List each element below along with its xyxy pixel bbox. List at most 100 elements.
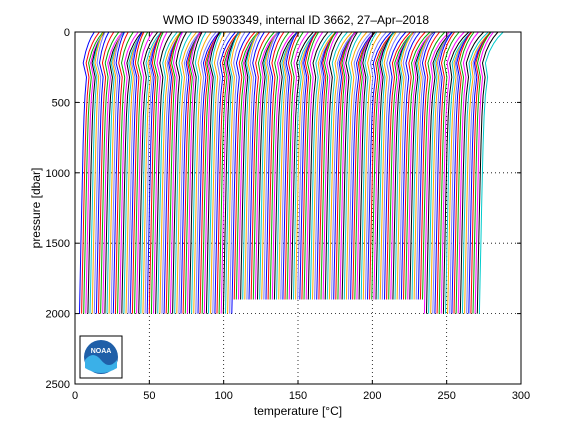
profile-line [438,31,460,314]
x-tick-label: 200 [363,390,381,402]
profile-line [371,31,396,300]
profile-line [398,31,417,300]
profile-line [83,31,104,314]
profile-line [451,31,472,314]
profile-line [119,31,139,314]
profile-line [229,31,246,314]
profile-line [364,31,387,300]
profile-line [129,31,143,314]
profile-line [341,31,358,300]
profile-line [172,31,188,314]
profile-line [227,31,242,314]
profile-line [81,31,100,314]
profile-line [252,31,275,300]
profile-line [95,31,110,314]
profile-line [328,31,353,300]
profile-line [369,31,395,300]
profile-line [142,31,164,314]
profile-line [324,31,343,300]
profile-line [121,31,143,314]
profile-line [422,31,446,300]
profile-line [318,31,336,300]
profile-line [415,31,434,300]
profile-line [186,31,201,314]
profile-line [180,31,202,314]
plot-area: NOAA [74,31,522,385]
profile-line [379,31,397,300]
profile-line [203,31,220,314]
profile-line [146,31,162,314]
profile-line [250,31,271,300]
profile-line [98,31,115,314]
y-tick-label: 1000 [46,168,70,180]
profile-line [93,31,106,314]
profile-line [375,31,394,300]
profile-line [331,31,356,300]
profile-line [161,31,183,314]
noaa-wave-icon [85,355,117,373]
profile-line [79,31,95,314]
profile-line [89,31,104,314]
profile-line [261,31,278,300]
profile-line [189,31,203,314]
profile-line [478,31,504,314]
profile-line [174,31,193,314]
profile-line [286,31,304,300]
profile-line [339,31,356,300]
y-tick-label: 0 [64,27,70,39]
profile-line [197,31,220,314]
profile-line [413,31,433,300]
y-tick-label: 500 [52,97,70,109]
profile-line [114,31,129,314]
profile-line [426,31,453,314]
x-tick-label: 150 [289,390,307,402]
profile-line [403,31,426,300]
profile-line [140,31,162,314]
y-tick-labels: 0 500 1000 1500 2000 2500 [46,27,70,391]
profile-line [445,31,472,314]
profile-line [453,31,472,314]
profile-line [235,31,259,300]
profile-line [242,31,259,300]
profile-line [157,31,178,314]
profile-line [216,31,240,314]
profile-line [159,31,182,314]
profile-line [396,31,414,300]
profile-line [100,31,120,314]
profile-line [314,31,338,300]
profile-line [299,31,317,300]
profile-line [176,31,197,314]
profile-line [388,31,414,300]
profile-line [273,31,298,300]
profile-line [295,31,318,300]
profile-line [265,31,281,300]
profile-line [218,31,241,314]
profile-line [455,31,475,314]
profile-line [309,31,334,300]
profile-line [108,31,124,314]
profile-line [307,31,329,300]
profile-line [400,31,421,300]
profile-line [464,31,492,314]
profile-line [377,31,395,300]
profile-line [195,31,217,314]
x-tick-label: 300 [512,390,530,402]
profile-line [131,31,145,314]
x-tick-label: 50 [143,390,155,402]
profile-line [271,31,295,300]
profile-line [417,31,436,300]
profile-line [165,31,182,314]
profile-line [322,31,339,300]
noaa-logo: NOAA [79,335,123,379]
x-tick-labels: 0 50 100 150 200 250 300 [72,390,530,402]
profile-line [269,31,290,300]
x-tick-label: 0 [72,390,78,402]
profile-line [320,31,337,300]
profile-line [476,31,499,314]
profile-line [233,31,256,300]
profile-line [150,31,164,314]
profile-line [474,31,494,314]
profile-line [85,31,106,314]
profile-line [436,31,456,314]
